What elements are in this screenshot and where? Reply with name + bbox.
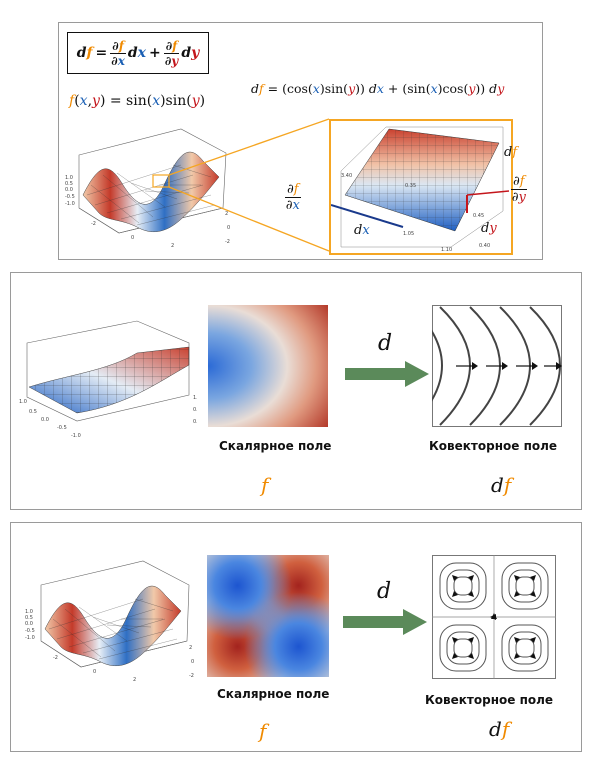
svg-text:-2: -2 [91,221,96,227]
covector-field-label-2: Ковекторное поле [425,693,554,707]
zoom-region-marker [152,174,170,188]
df-symbol: df [76,45,93,61]
panel-sinxsiny-example: 1.0 0.5 0.0 -0.5 -1.0 -2 0 2 2 0 -2 Скалярное по… [10,522,582,752]
partial-f-partial-y: ∂f ∂y [163,38,180,68]
equals-sign: = [95,45,108,61]
svg-text:3.40: 3.40 [341,173,352,179]
svg-text:0.5: 0.5 [29,409,37,415]
svg-text:-2: -2 [189,673,194,679]
svg-text:2: 2 [189,645,192,651]
scalar-field-label-1: Скалярное поле [219,439,332,453]
mapping-arrow-2 [343,609,427,635]
svg-text:0.0: 0.0 [41,417,49,423]
panel-saddle-example: 1.00.50.0-0.5-1.0 1.00.50.0 Скалярное по… [10,272,582,510]
svg-text:2: 2 [225,211,228,217]
surface-plot-saddle: 1.00.50.0-0.5-1.0 1.00.50.0 [19,320,197,439]
label-partial-f-partial-y: ∂f ∂y [511,174,527,205]
svg-text:0.5: 0.5 [193,407,197,413]
plus-sign: + [149,45,161,61]
svg-text:0.45: 0.45 [473,213,484,219]
svg-text:-1.0: -1.0 [25,635,35,641]
label-df: df [504,145,518,160]
label-dx: dx [354,223,370,238]
df-formula-box: df = ∂f ∂x dx + ∂f ∂y dy [67,32,209,74]
dx-direction-arrow [330,204,404,228]
scalar-field-heatmap-1 [208,305,328,427]
label-partial-f-partial-x: ∂f ∂x [285,182,301,213]
svg-text:-0.5: -0.5 [57,425,67,431]
svg-text:0.40: 0.40 [479,243,490,249]
svg-text:2: 2 [171,243,174,249]
scalar-field-label-2: Скалярное поле [217,687,330,701]
svg-text:0.0: 0.0 [25,621,33,627]
zoomed-tangent-plane: 3.40 0.35 0.45 1.05 0.40 1.10 [329,119,513,255]
svg-text:2: 2 [133,677,136,683]
svg-text:0: 0 [227,225,230,231]
df-label-2: df [489,717,510,741]
svg-text:1.0: 1.0 [25,609,33,615]
covector-field-plot-1 [432,305,562,427]
svg-text:0: 0 [191,659,194,665]
operator-d-2: d [377,579,392,604]
svg-text:0.0: 0.0 [65,187,73,193]
svg-text:0.5: 0.5 [65,181,73,187]
f-label-1: f [261,473,269,497]
zoom-connectors [168,118,330,252]
svg-text:0: 0 [93,669,96,675]
svg-text:1.0: 1.0 [65,175,73,181]
svg-text:1.0: 1.0 [193,395,197,401]
dx-symbol: dx [127,45,147,61]
svg-text:0.35: 0.35 [405,183,416,189]
svg-text:1.10: 1.10 [441,247,452,253]
df-label-1: df [491,473,512,497]
scalar-field-heatmap-2 [207,555,329,677]
dy-symbol: dy [181,45,200,61]
covector-field-plot-2 [432,555,556,679]
function-definition: f(x,y) = sin(x)sin(y) [69,93,206,109]
svg-text:-2: -2 [53,655,58,661]
label-dy: dy [481,221,497,236]
operator-d-1: d [378,331,393,356]
mapping-arrow-1 [345,361,429,387]
svg-text:-1.0: -1.0 [65,201,75,207]
svg-text:0.5: 0.5 [25,615,33,621]
f-label-2: f [259,719,267,743]
surface-plot-sinx-siny-2: 1.00.50.0-0.5-1.0 -2 0 2 2 0 -2 [25,560,194,683]
svg-text:1.05: 1.05 [403,231,414,237]
svg-text:0: 0 [131,235,134,241]
partial-f-partial-x: ∂f ∂x [110,38,126,68]
panel-gradient-formula: df = ∂f ∂x dx + ∂f ∂y dy f(x,y) = sin(x)… [58,22,543,260]
svg-text:-0.5: -0.5 [25,628,35,634]
covector-field-label-1: Ковекторное поле [429,439,558,453]
surface-plot-sinx-siny: 1.00.50.0-0.5-1.0 -2 0 2 2 0 -2 [65,128,230,249]
svg-text:-0.5: -0.5 [65,194,75,200]
svg-text:0.0: 0.0 [193,419,197,425]
svg-text:1.0: 1.0 [19,399,27,405]
svg-text:-2: -2 [225,239,230,245]
expanded-formula: df = (cos(x)sin(y)) dx + (sin(x)cos(y)) … [251,81,505,96]
svg-text:-1.0: -1.0 [71,433,81,439]
